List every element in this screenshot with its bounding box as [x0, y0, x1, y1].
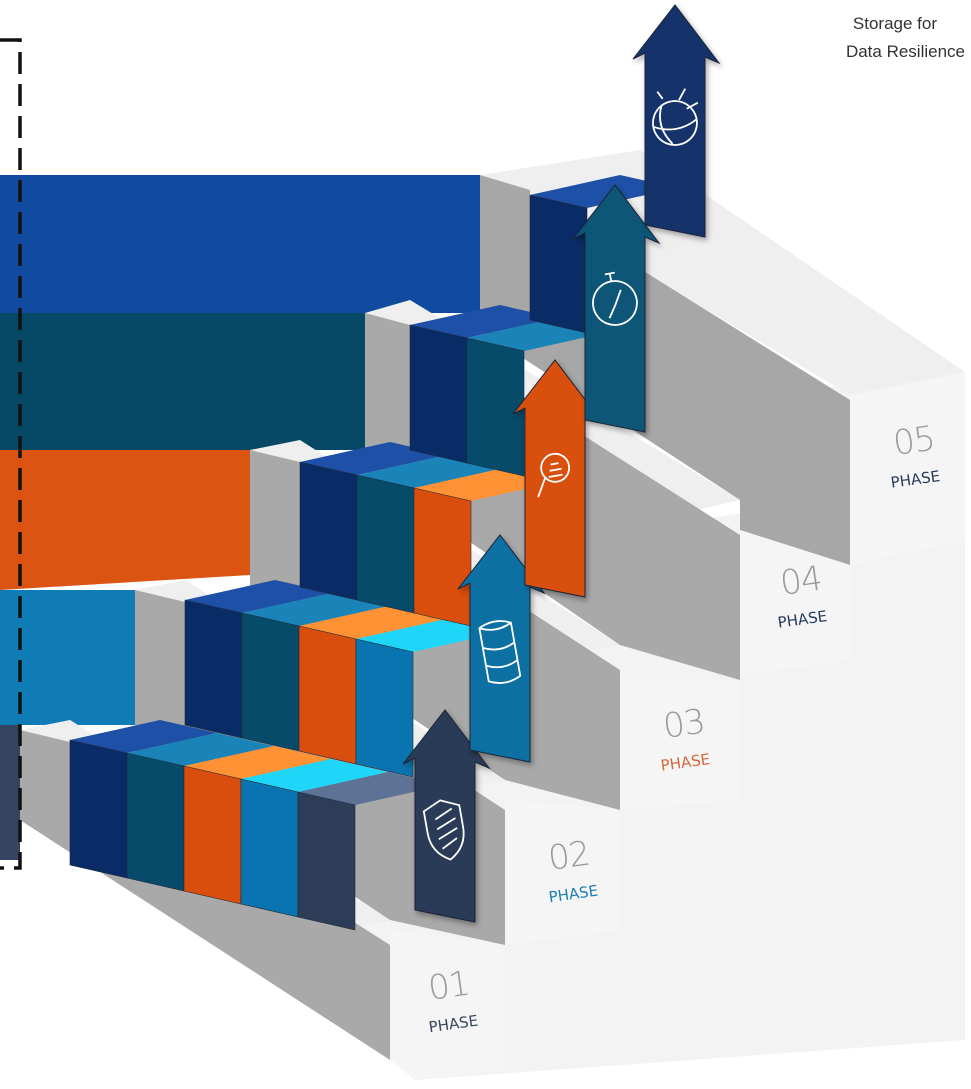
block-top: [70, 720, 217, 753]
phase-label-01: 01 PHASE: [426, 964, 479, 1037]
block-front: [298, 625, 357, 765]
block-front: [241, 612, 300, 752]
block-front: [356, 474, 415, 614]
search-bug-icon: [537, 452, 571, 498]
band-phase-2: [0, 590, 135, 725]
title-line-1: Storage for: [852, 14, 937, 33]
block-top: [127, 733, 274, 766]
block-top: [184, 746, 331, 779]
stair-riser-1: [390, 930, 505, 1080]
block-front: [297, 791, 356, 931]
stair-riser-3: [620, 680, 740, 810]
database-icon: [478, 620, 522, 684]
block-top: [410, 305, 557, 338]
block-top: [299, 606, 446, 639]
phase-bands: [0, 175, 480, 860]
block-front: [409, 324, 468, 464]
stair-riser-5: [850, 372, 965, 565]
block-front: [69, 739, 128, 879]
band-phase-1: [0, 725, 20, 860]
phase-number: 04: [778, 559, 824, 604]
block-top: [242, 593, 389, 626]
step-block-2-2: [355, 619, 503, 778]
phase-number: 02: [546, 834, 592, 879]
block-top: [185, 580, 332, 613]
block-front: [466, 337, 525, 477]
arrow-phase-3: [512, 359, 601, 598]
band-phase-4: [0, 313, 365, 450]
phase-number: 05: [891, 419, 937, 464]
dashed-frame: [0, 38, 22, 870]
arrow-phase-2: [457, 534, 546, 763]
step-blocks: [69, 175, 677, 931]
arrow-phase-5: [632, 4, 721, 238]
block-front: [126, 752, 185, 892]
block-front: [183, 765, 242, 905]
phase-arrows: [402, 4, 721, 923]
band-phase-5: [0, 175, 480, 313]
step-block-1-1: [297, 772, 445, 931]
step-block-1-2: [240, 759, 388, 918]
arrow-phase-4: [572, 184, 661, 433]
step-block-2-4: [241, 593, 389, 752]
phase-label-04: 04 PHASE: [777, 559, 829, 632]
block-top: [530, 175, 677, 208]
block-front: [355, 638, 414, 778]
phase-number: 03: [661, 702, 707, 747]
band-phase-3: [0, 450, 250, 590]
shield-icon: [422, 799, 465, 861]
ibm-globe-icon: [652, 88, 699, 146]
step-block-1-4: [126, 733, 274, 892]
phase-number: 01: [426, 964, 472, 1009]
block-front: [529, 194, 588, 334]
arrow-phase-1: [402, 709, 491, 923]
stair-riser-2: [505, 800, 620, 945]
block-front: [299, 461, 358, 601]
block-front: [240, 778, 299, 918]
stopwatch-icon: [592, 271, 638, 326]
block-front: [413, 487, 472, 627]
stair-riser-4: [740, 530, 850, 675]
block-top: [298, 772, 445, 805]
title-line-2: Data Resilience: [845, 42, 965, 61]
block-top: [241, 759, 388, 792]
block-top: [356, 619, 503, 652]
block-front: [184, 599, 243, 739]
step-block-2-5: [184, 580, 332, 739]
